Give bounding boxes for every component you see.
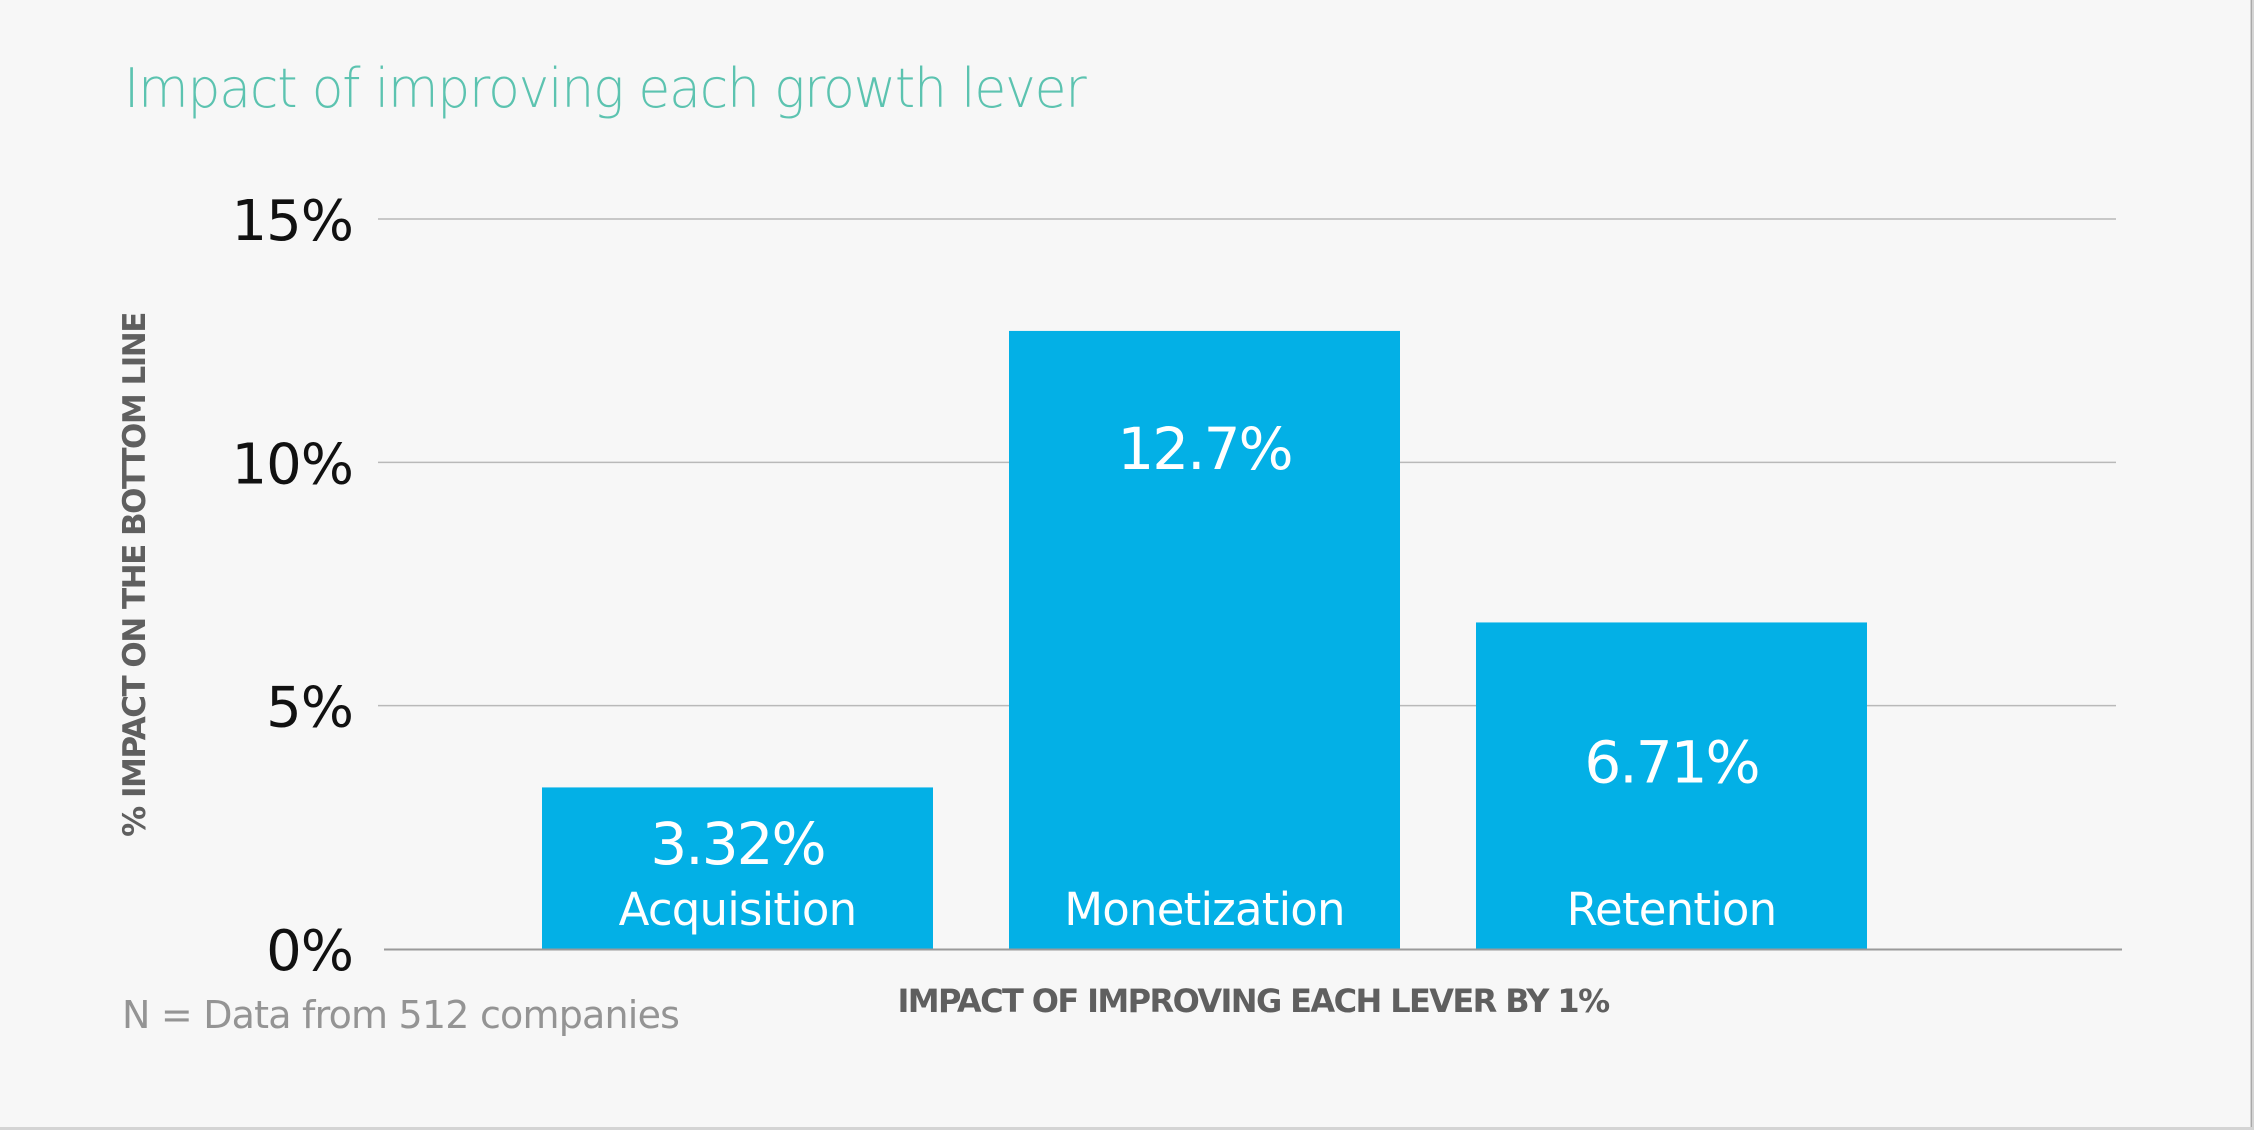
bar-value-label: 12.7%	[1117, 415, 1291, 483]
y-tick-label: 0%	[266, 919, 353, 984]
bar-category-label: Acquisition	[619, 883, 857, 936]
chart-title: Impact of improving each growth lever	[124, 57, 1087, 120]
bars: 3.32%Acquisition 12.7% Monetization 6.71% Re…	[542, 330, 1867, 949]
bar-value-label: 3.32%	[650, 810, 824, 878]
y-tick-label: 10%	[232, 432, 353, 497]
bar-group-retention: 6.71% Retention	[1476, 622, 1867, 949]
bar-value-label: 6.71%	[1584, 728, 1758, 796]
bar	[1476, 622, 1867, 949]
y-tick-label: 5%	[266, 676, 353, 741]
bar-category-label: Monetization	[1064, 883, 1345, 936]
bar-group-monetization: 12.7% Monetization	[1009, 330, 1400, 949]
bar	[542, 787, 933, 949]
bar	[1009, 330, 1400, 949]
x-axis-title: IMPACT OF IMPROVING EACH LEVER BY 1%	[897, 982, 1610, 1020]
y-tick-label: 15%	[232, 189, 353, 254]
y-axis-title: % IMPACT ON THE BOTTOM LINE	[117, 313, 153, 837]
footnote: N = Data from 512 companies	[122, 993, 680, 1037]
bar-category-label: Retention	[1567, 883, 1777, 936]
bar-group-acquisition: 3.32%Acquisition	[542, 787, 933, 949]
y-axis-ticks: 0% 5% 10% 15%	[232, 189, 354, 984]
